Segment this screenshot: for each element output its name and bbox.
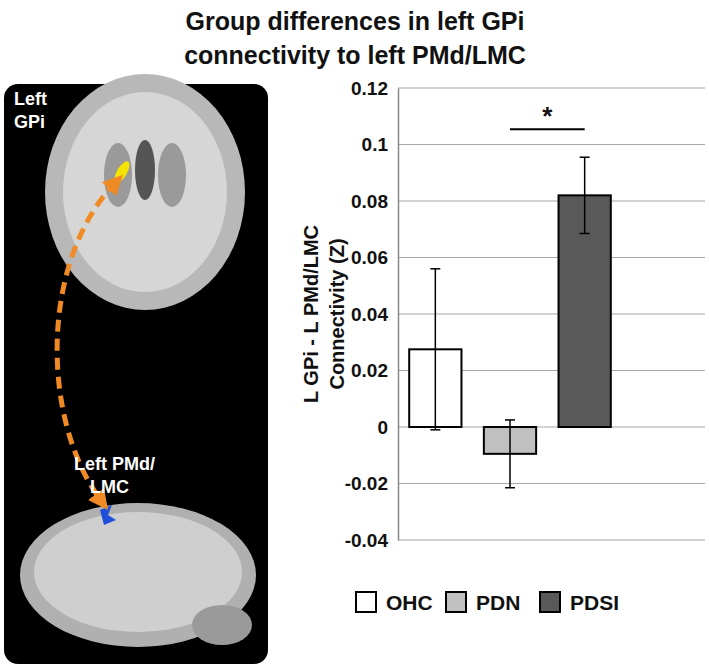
y-tick: 0: [377, 417, 398, 438]
grid: [398, 88, 705, 540]
brain-axial: [45, 74, 245, 310]
error-bar: [430, 269, 440, 430]
y-tick-label: 0.1: [362, 134, 389, 155]
basal-ganglia-right: [158, 143, 186, 207]
title: Group differences in left GPi: [186, 7, 525, 35]
y-tick-label: 0.08: [351, 191, 388, 212]
image-panel: Left GPi Left PMd/LMC: [4, 74, 268, 664]
error-bar-cap: [580, 156, 590, 158]
y-tick-label: -0.04: [345, 530, 389, 551]
y-tick-label: 0.04: [351, 304, 388, 325]
y-tick-label: -0.02: [345, 473, 388, 494]
y-tick: -0.02: [345, 473, 398, 494]
panel-label: GPi: [14, 112, 45, 132]
legend-swatch: [540, 592, 560, 612]
grid-line: [398, 483, 705, 484]
error-bar-stem: [584, 157, 586, 233]
panel-label: Left: [14, 89, 47, 109]
error-bar-cap: [505, 419, 515, 421]
pmd-roi: [100, 505, 116, 525]
error-bar: [580, 157, 590, 233]
legend-swatch: [446, 592, 466, 612]
y-axis-title: Connectivity (Z): [326, 238, 348, 389]
legend-swatch: [356, 592, 376, 612]
cerebellum: [192, 605, 252, 645]
title: connectivity to left PMd/LMC: [184, 41, 526, 69]
grid-line: [398, 144, 705, 145]
error-bar-cap: [430, 268, 440, 270]
brain-axial-inner: [63, 92, 227, 292]
y-axis: -0.04 -0.02 0 0.02 0.04 0.06 0.08 0.1 0.12: [345, 78, 399, 551]
basal-ganglia-left: [104, 143, 132, 207]
brain-sagittal: [20, 503, 256, 647]
legend-label: PDSI: [570, 591, 619, 614]
grid-line: [398, 200, 705, 201]
error-bar-cap: [430, 429, 440, 431]
y-label: L GPi - L PMd/LMCConnectivity (Z): [300, 225, 348, 403]
error-bar-stem: [509, 420, 511, 488]
annotations: *: [510, 101, 585, 131]
y-axis-line: [398, 89, 400, 541]
y-tick: 0.12: [351, 78, 398, 99]
y-tick-label: 0.06: [351, 247, 388, 268]
bars: [409, 157, 611, 488]
y-tick-label: 0: [377, 417, 388, 438]
grid-line: [398, 313, 705, 314]
y-tick: 0.1: [362, 134, 398, 155]
legend: OHC PDN PDSI: [356, 591, 619, 614]
y-tick: 0.04: [351, 304, 398, 325]
y-tick-label: 0.02: [351, 360, 388, 381]
y-tick: 0.02: [351, 360, 398, 381]
grid-line: [398, 87, 705, 88]
y-tick: -0.04: [345, 530, 398, 551]
y-tick: 0.06: [351, 247, 398, 268]
grid-line: [398, 257, 705, 258]
error-bar-cap: [580, 233, 590, 235]
panel-label: Left PMd/: [74, 454, 155, 474]
error-bar: [505, 420, 515, 488]
grid-line: [398, 539, 705, 540]
significance-label: *: [542, 101, 553, 131]
legend-label: OHC: [386, 591, 433, 614]
legend-label: PDN: [476, 591, 520, 614]
y-axis-title: L GPi - L PMd/LMC: [300, 225, 322, 403]
y-tick: 0.08: [351, 191, 398, 212]
error-bar-cap: [505, 487, 515, 489]
ventricle: [135, 140, 155, 200]
title-group: Group differences in left GPi connectivit…: [184, 7, 526, 69]
error-bar-stem: [435, 269, 437, 430]
panel-label: LMC: [90, 477, 129, 497]
y-tick-label: 0.12: [351, 78, 388, 99]
